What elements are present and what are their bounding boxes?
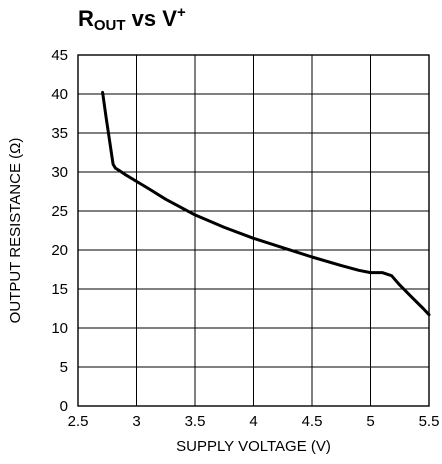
x-tick-label: 5.5	[419, 413, 440, 430]
x-tick-label: 3	[132, 413, 140, 430]
y-tick-label: 20	[51, 242, 68, 259]
x-tick-label: 4	[249, 413, 257, 430]
y-tick-label: 15	[51, 281, 68, 298]
x-tick-label: 4.5	[302, 413, 323, 430]
y-tick-label: 0	[60, 398, 68, 415]
y-tick-label: 35	[51, 125, 68, 142]
chart-title: ROUT vs V+	[78, 4, 186, 34]
y-tick-label: 10	[51, 320, 68, 337]
y-axis-label: OUTPUT RESISTANCE (Ω)	[7, 138, 24, 324]
series-line	[101, 90, 431, 317]
x-tick-label: 2.5	[68, 413, 89, 430]
plot-frame	[77, 54, 430, 407]
y-tick-label: 25	[51, 203, 68, 220]
y-tick-label: 5	[60, 359, 68, 376]
x-axis-label: SUPPLY VOLTAGE (V)	[176, 438, 331, 455]
y-tick-label: 40	[51, 86, 68, 103]
y-tick-labels: 0 5 10 15 20 25 30 35 40 45	[51, 47, 68, 415]
x-tick-labels: 2.5 3 3.5 4 4.5 5 5.5	[68, 413, 440, 430]
y-tick-label: 30	[51, 164, 68, 181]
x-tick-label: 5	[366, 413, 374, 430]
grid	[77, 54, 430, 407]
x-tick-label: 3.5	[185, 413, 206, 430]
y-tick-label: 45	[51, 47, 68, 64]
